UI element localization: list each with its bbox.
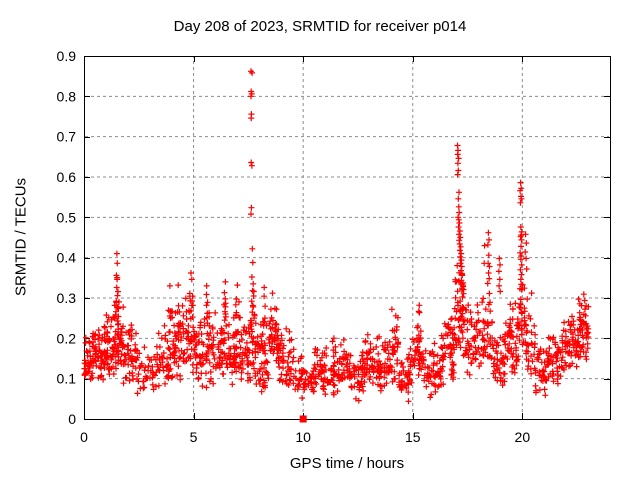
data-points xyxy=(81,68,592,405)
x-tick-label: 0 xyxy=(80,429,88,445)
x-tick-label: 20 xyxy=(515,429,531,445)
y-tick-label: 0.4 xyxy=(57,250,77,266)
plot-border xyxy=(84,56,611,420)
x-tick-labels: 0 5 10 15 20 xyxy=(80,429,530,445)
plot-border-and-ticks xyxy=(84,56,611,420)
y-tick-label: 0.9 xyxy=(57,48,77,64)
y-tick-label: 0.8 xyxy=(57,88,77,104)
x-axis-label: GPS time / hours xyxy=(289,455,405,472)
x-tick-label: 5 xyxy=(190,429,198,445)
zero-value-marker xyxy=(299,415,307,423)
y-tick-label: 0.6 xyxy=(57,169,77,185)
y-tick-label: 0 xyxy=(68,411,76,427)
y-tick-label: 0.7 xyxy=(57,129,77,145)
y-tick-label: 0.2 xyxy=(57,330,77,346)
y-tick-label: 0.1 xyxy=(57,371,77,387)
y-tick-labels: 0 0.1 0.2 0.3 0.4 0.5 0.6 0.7 0.8 0.9 xyxy=(57,48,77,427)
chart-title: Day 208 of 2023, SRMTID for receiver p01… xyxy=(173,18,467,35)
x-tick-label: 15 xyxy=(405,429,421,445)
y-tick-label: 0.3 xyxy=(57,290,77,306)
y-tick-label: 0.5 xyxy=(57,209,77,225)
x-tick-label: 10 xyxy=(295,429,311,445)
